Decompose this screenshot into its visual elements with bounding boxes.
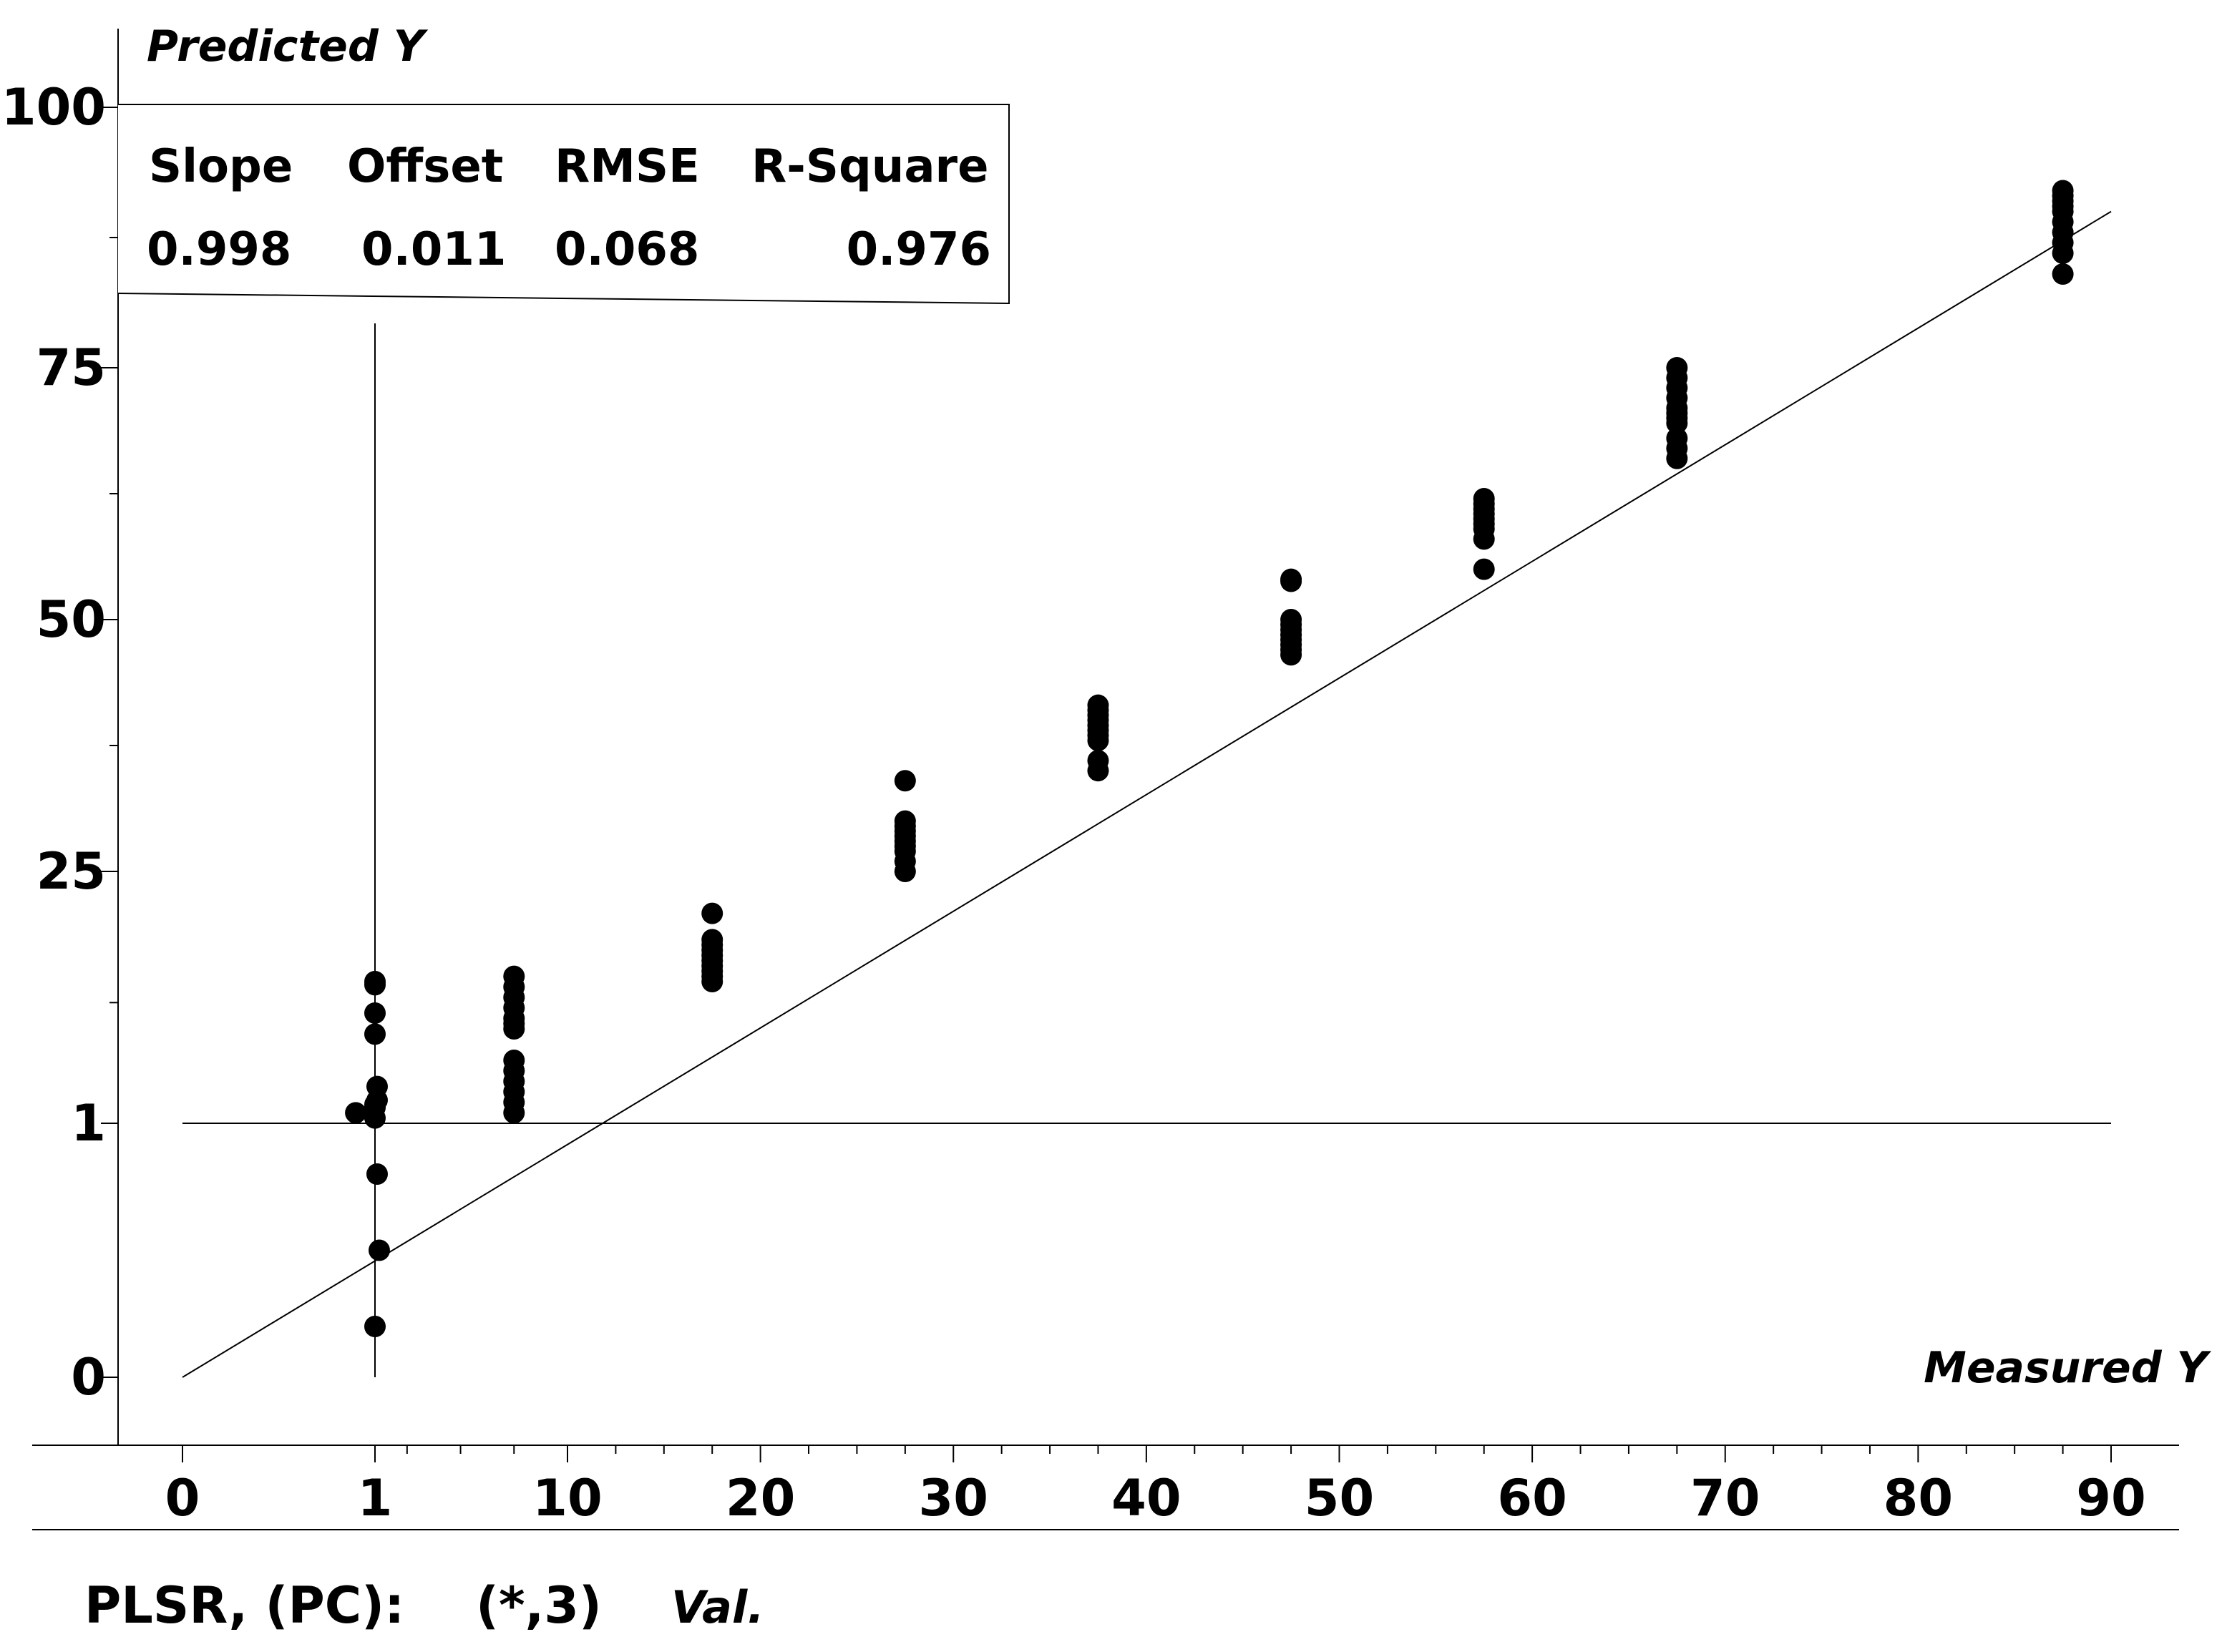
y-tick-label: 50 [36, 590, 106, 649]
data-point [364, 1316, 386, 1337]
data-point [2052, 263, 2074, 285]
x-tick-label: 80 [1884, 1469, 1953, 1528]
x-tick-label: 90 [2076, 1469, 2145, 1528]
stats-value-offset: 0.011 [361, 223, 506, 276]
data-point [1473, 558, 1495, 580]
x-tick-label: 40 [1111, 1469, 1181, 1528]
stats-header-rsquare: R-Square [751, 140, 988, 193]
x-tick-label: 30 [919, 1469, 988, 1528]
data-point [894, 861, 916, 882]
footer-method: PLSR, (PC): [84, 1576, 404, 1635]
stats-header-offset: Offset [347, 140, 503, 193]
stats-box-frame [117, 104, 1010, 305]
data-point [1087, 760, 1109, 782]
x-tick-label: 10 [532, 1469, 602, 1528]
fit-line [182, 210, 2112, 1378]
x-tick-label: 60 [1497, 1469, 1566, 1528]
stats-value-rsquare: 0.976 [847, 223, 991, 276]
y-tick-label: 75 [36, 338, 106, 397]
data-point [364, 1107, 386, 1129]
y-tick-label: 0 [71, 1348, 106, 1407]
data-point [1087, 729, 1109, 751]
y-axis-title: Predicted Y [147, 21, 429, 72]
x-tick-label: 50 [1305, 1469, 1374, 1528]
reference-lines [182, 323, 2111, 1377]
data-point [368, 1239, 390, 1261]
x-tick-label: 1 [358, 1469, 393, 1528]
data-point [1280, 570, 1302, 592]
y-tick-label: 100 [1, 78, 106, 137]
data-point [1666, 447, 1688, 469]
x-tick-label: 0 [165, 1469, 200, 1528]
fit-line-group [182, 210, 2112, 1378]
x-axis-ticks: 0 1 10 20 30 40 50 60 70 80 90 [165, 1445, 2146, 1528]
data-point [701, 902, 723, 924]
data-point [701, 971, 723, 992]
x-axis-title: Measured Y [1924, 1343, 2211, 1393]
stats-value-slope: 0.998 [147, 223, 291, 276]
data-point [503, 1102, 525, 1124]
data-point [345, 1102, 367, 1124]
data-point [1280, 644, 1302, 666]
data-point [894, 770, 916, 792]
data-point [1473, 528, 1495, 550]
x-tick-label: 70 [1690, 1469, 1760, 1528]
stats-value-rmse: 0.068 [555, 223, 699, 276]
data-point [364, 1002, 386, 1024]
y-tick-label: 25 [36, 842, 106, 901]
data-point [2052, 242, 2074, 264]
data-point [366, 1163, 388, 1185]
footer-mode: Val. [671, 1581, 764, 1633]
data-point [364, 974, 386, 996]
data-point [1666, 412, 1688, 434]
data-points [345, 180, 2074, 1337]
stats-box: Slope Offset RMSE R-Square 0.998 0.011 0… [117, 104, 1010, 305]
stats-header-slope: Slope [149, 140, 293, 193]
footer-components: (*,3) [476, 1576, 602, 1635]
data-point [503, 1018, 525, 1040]
data-point [364, 1023, 386, 1045]
stats-header-rmse: RMSE [555, 140, 700, 193]
y-axis-ticks: 0 1 25 50 75 100 [1, 78, 118, 1407]
x-tick-label: 20 [726, 1469, 795, 1528]
y-tick-label: 1 [71, 1094, 106, 1153]
